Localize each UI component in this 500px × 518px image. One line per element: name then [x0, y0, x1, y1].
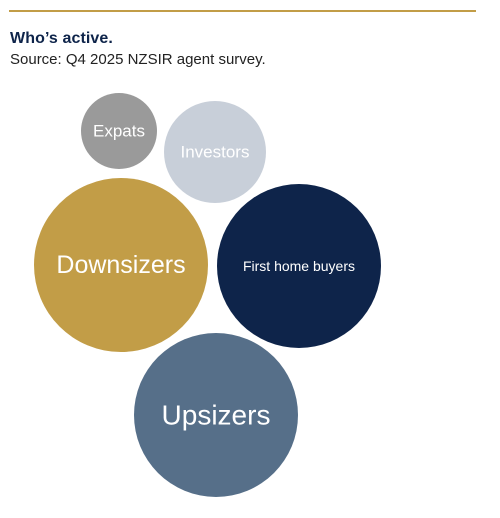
bubble-downsizers	[34, 178, 208, 352]
bubble-expats	[81, 93, 157, 169]
bubble-label-upsizers: Upsizers	[162, 400, 271, 431]
chart-source: Source: Q4 2025 NZSIR agent survey.	[10, 51, 266, 68]
bubble-label-first-home-buyers: First home buyers	[243, 258, 355, 274]
bubble-investors	[164, 101, 266, 203]
chart-title: Who’s active.	[10, 30, 113, 47]
bubble-label-expats: Expats	[93, 122, 145, 141]
top-rule	[9, 10, 476, 12]
bubble-label-downsizers: Downsizers	[56, 251, 185, 279]
bubble-first-home-buyers	[217, 184, 381, 348]
bubble-upsizers	[134, 333, 298, 497]
bubble-label-investors: Investors	[181, 143, 250, 162]
